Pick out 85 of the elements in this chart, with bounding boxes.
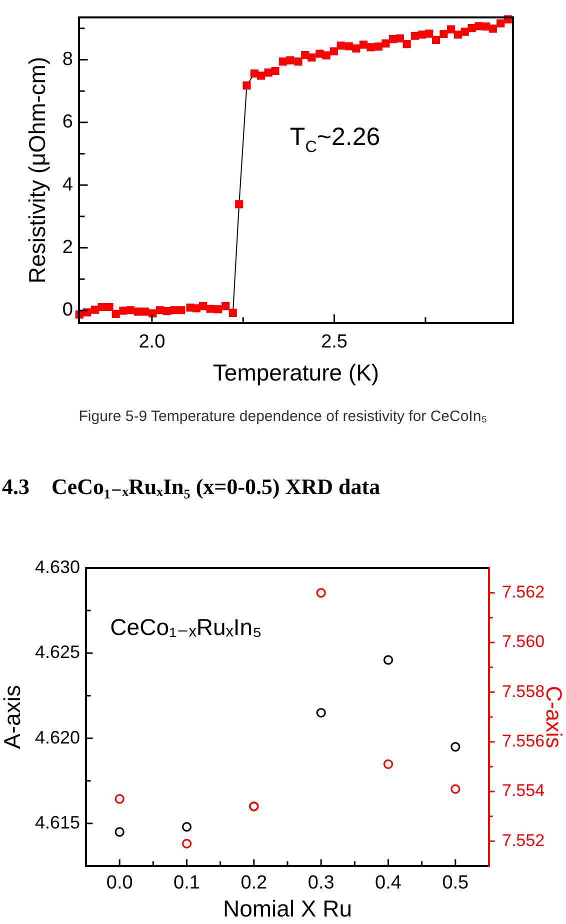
x-tick-label: 0.1 — [174, 872, 200, 894]
point — [235, 200, 244, 208]
x-tick-label: 0.2 — [240, 872, 268, 894]
point — [228, 308, 237, 318]
x-tick-label: 0.0 — [106, 872, 133, 894]
point — [126, 306, 134, 314]
point — [344, 42, 353, 50]
point — [359, 40, 368, 49]
point — [366, 43, 375, 52]
y-axis-title: A-axis — [0, 685, 26, 749]
y2-tick-label: 7.558 — [502, 682, 545, 701]
point — [286, 56, 294, 64]
point — [316, 50, 324, 58]
point — [105, 302, 114, 312]
point — [91, 306, 100, 314]
x-tick-label: 0.3 — [308, 872, 334, 894]
point — [402, 40, 411, 48]
x-axis-title: Temperature (K) — [212, 360, 380, 386]
y-tick-label: 6 — [62, 112, 73, 133]
point — [322, 51, 330, 60]
x-axis-title: Nomial X Ru — [222, 896, 352, 922]
point — [316, 588, 326, 598]
point — [134, 308, 142, 316]
y2-tick-label: 7.560 — [502, 632, 545, 652]
point — [294, 58, 302, 66]
point — [316, 708, 326, 718]
x-tick-label: 0.4 — [375, 872, 402, 894]
point — [450, 784, 460, 794]
y-tick-label: 0 — [62, 300, 73, 321]
point — [214, 305, 222, 314]
point — [374, 42, 382, 51]
chart-title: 4.3 CeCo₁₋ₓRuₓIn₅ (x=0-0.5) XRD data — [2, 474, 380, 500]
point — [192, 304, 200, 312]
point — [488, 24, 497, 33]
point — [308, 53, 316, 62]
point — [496, 19, 505, 28]
y2-tick-label: 7.552 — [502, 830, 545, 850]
y2-tick-label: 7.562 — [502, 582, 545, 602]
x-tick-label: 2.0 — [138, 332, 166, 353]
point — [140, 308, 150, 316]
point — [112, 310, 120, 318]
y-tick-label: 4 — [62, 174, 74, 196]
x-tick-label: 2.5 — [321, 332, 348, 353]
point — [450, 742, 460, 752]
point — [177, 306, 186, 314]
point — [336, 42, 345, 50]
point — [454, 30, 462, 39]
point — [256, 72, 266, 80]
point — [271, 66, 280, 76]
point — [396, 34, 404, 42]
y-tick-label: 2 — [62, 237, 73, 258]
point — [242, 81, 251, 90]
x-tick-label: 0.5 — [442, 872, 469, 894]
y-tick-label: 4.620 — [34, 727, 80, 748]
point — [206, 304, 214, 313]
point — [148, 309, 157, 318]
y-tick-label: 4.630 — [34, 556, 80, 577]
point — [352, 44, 360, 52]
caption: Figure 5-9 Temperature dependence of resistivity for CeCoIn₅ — [78, 408, 488, 426]
point — [425, 30, 434, 38]
point — [383, 655, 394, 665]
point — [182, 822, 192, 832]
point — [264, 68, 272, 77]
point — [222, 302, 230, 310]
point — [382, 39, 390, 48]
y2-tick-label: 7.554 — [502, 781, 545, 800]
point — [440, 30, 448, 38]
point — [474, 22, 483, 30]
point — [446, 25, 456, 34]
y-axis-title: Resistivity (μOhm-cm) — [24, 56, 50, 284]
y2-tick-label: 7.556 — [502, 732, 545, 751]
point — [114, 794, 124, 804]
y-tick-label: 4.625 — [34, 642, 80, 662]
point — [383, 759, 394, 769]
point — [119, 306, 128, 315]
point — [460, 28, 469, 36]
point — [330, 47, 338, 56]
y-tick-label: 4.615 — [34, 812, 80, 832]
point — [198, 302, 208, 310]
y-tick-label: 8 — [62, 48, 73, 70]
point — [182, 838, 192, 848]
point — [482, 22, 490, 31]
point — [432, 36, 440, 44]
annotation: CeCo₁₋ₓRuₓIn₅ — [110, 614, 262, 640]
point — [114, 827, 124, 837]
